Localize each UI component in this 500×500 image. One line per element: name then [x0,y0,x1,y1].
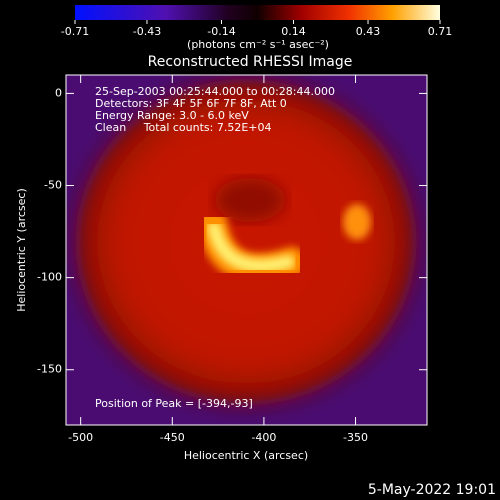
colorbar-tick-label: -0.14 [207,25,235,38]
chart-title: Reconstructed RHESSI Image [148,54,353,70]
peak-label: Position of Peak = [-394,-93] [95,397,253,410]
image [66,75,427,425]
x-tick-label: -500 [68,431,93,444]
x-tick-label: -450 [160,431,185,444]
y-tick-label: -50 [44,179,62,192]
y-tick-label: 0 [55,86,62,99]
plot-frame [65,74,428,426]
colorbar [75,5,440,20]
x-tick-label: -400 [251,431,276,444]
colorbar-tick-label: 0.14 [281,25,306,38]
timestamp: 5-May-2022 19:01 [368,482,496,498]
colorbar-tick-label: -0.71 [61,25,89,38]
x-tick-label: -350 [343,431,368,444]
annotation: Energy Range: 3.0 - 6.0 keV [95,109,249,122]
annotation: 25-Sep-2003 00:25:44.000 to 00:28:44.000 [95,85,335,98]
annotation: Clean Total counts: 7.52E+04 [95,121,272,134]
annotations: 25-Sep-2003 00:25:44.000 to 00:28:44.000… [95,85,335,134]
colorbar-tick-label: 0.43 [356,25,381,38]
annotation: Detectors: 3F 4F 5F 6F 7F 8F, Att 0 [95,97,287,110]
y-axis-label: Heliocentric Y (arcsec) [15,188,28,312]
y-tick-label: -100 [37,271,62,284]
y-tick-label: -150 [37,363,62,376]
colorbar-label: (photons cm⁻² s⁻¹ asec⁻²) [187,38,329,51]
colorbar-tick-label: 0.71 [428,25,453,38]
x-axis-label: Heliocentric X (arcsec) [184,449,308,462]
colorbar-tick-label: -0.43 [133,25,161,38]
